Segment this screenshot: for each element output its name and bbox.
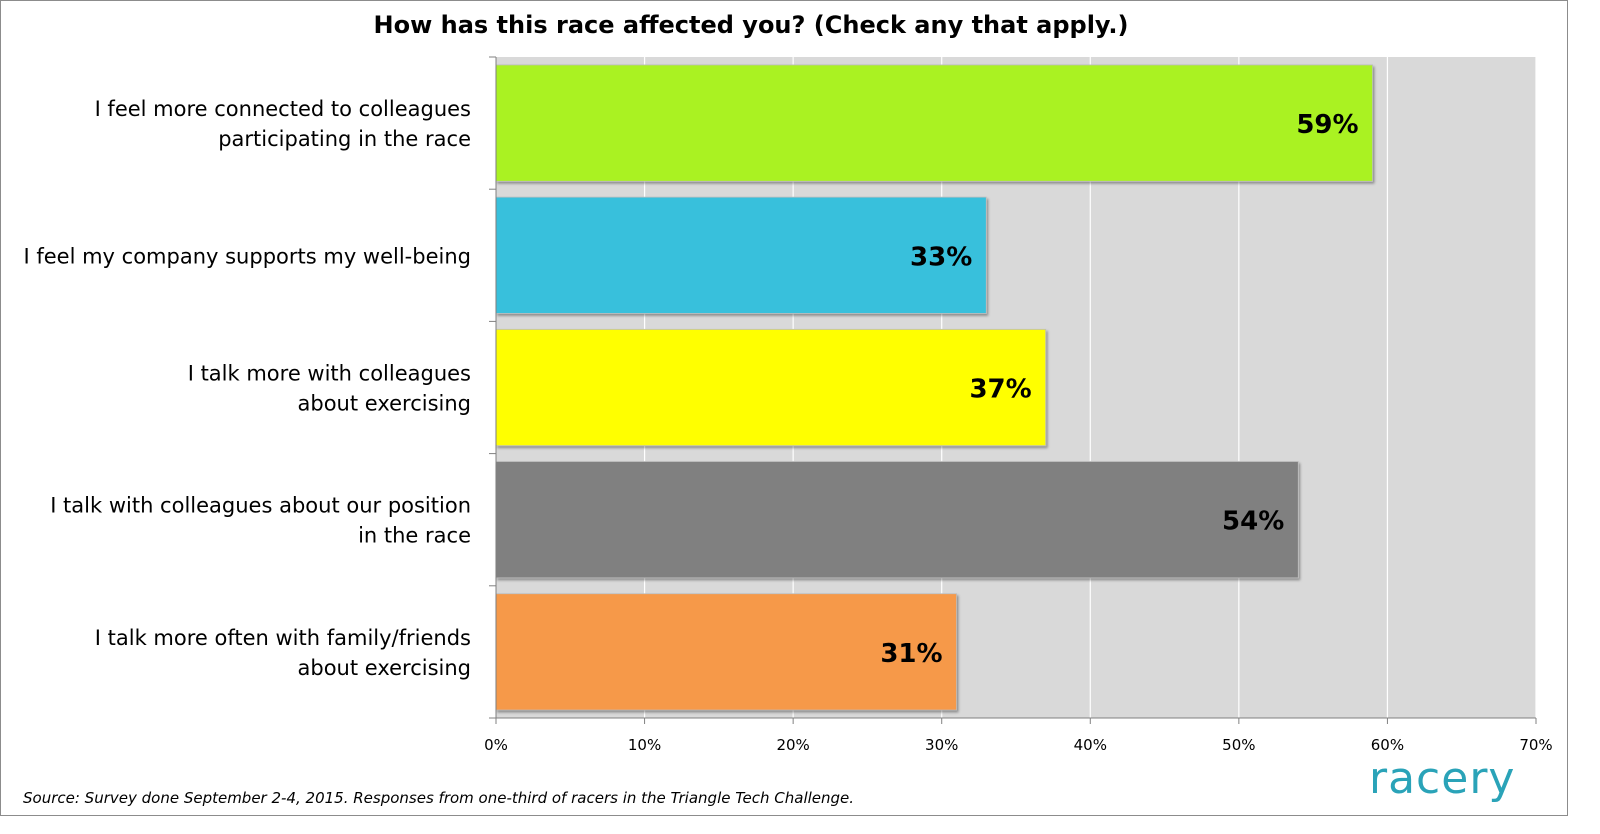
bar: [495, 196, 987, 314]
x-tick-label: 20%: [776, 736, 809, 754]
category-label: about exercising: [298, 392, 472, 416]
data-label: 37%: [969, 375, 1031, 405]
x-tick-label: 60%: [1371, 736, 1404, 754]
category-label: I feel my company supports my well-being: [23, 244, 471, 268]
x-tick-label: 0%: [484, 736, 508, 754]
bar: [495, 328, 1047, 447]
chart-frame: How has this race affected you? (Check a…: [0, 0, 1568, 816]
data-label: 31%: [880, 639, 942, 669]
chart-title: How has this race affected you? (Check a…: [373, 11, 1129, 39]
data-label: 59%: [1296, 110, 1358, 140]
source-note: Source: Survey done September 2-4, 2015.…: [23, 789, 855, 807]
category-label: participating in the race: [218, 127, 471, 151]
x-tick-label: 30%: [925, 736, 958, 754]
x-tick-label: 50%: [1222, 736, 1255, 754]
category-label: I talk more often with family/friends: [95, 626, 471, 650]
bar: [495, 461, 1299, 579]
bar-chart: 59% I feel more connected to colleagues pa…: [23, 56, 1553, 754]
racery-logo: racery: [1369, 753, 1516, 804]
data-label: 33%: [910, 242, 972, 272]
category-label: about exercising: [298, 656, 472, 680]
category-label: I feel more connected to colleagues: [95, 97, 471, 121]
x-tick-label: 40%: [1074, 736, 1107, 754]
category-label: I talk more with colleagues: [188, 362, 471, 386]
x-tick-label: 10%: [628, 736, 661, 754]
bar: [495, 593, 957, 711]
category-label: I talk with colleagues about our positio…: [50, 494, 471, 518]
data-label: 54%: [1222, 507, 1284, 537]
bar: [495, 64, 1373, 182]
x-tick-label: 70%: [1519, 736, 1552, 754]
category-label: in the race: [358, 524, 471, 548]
